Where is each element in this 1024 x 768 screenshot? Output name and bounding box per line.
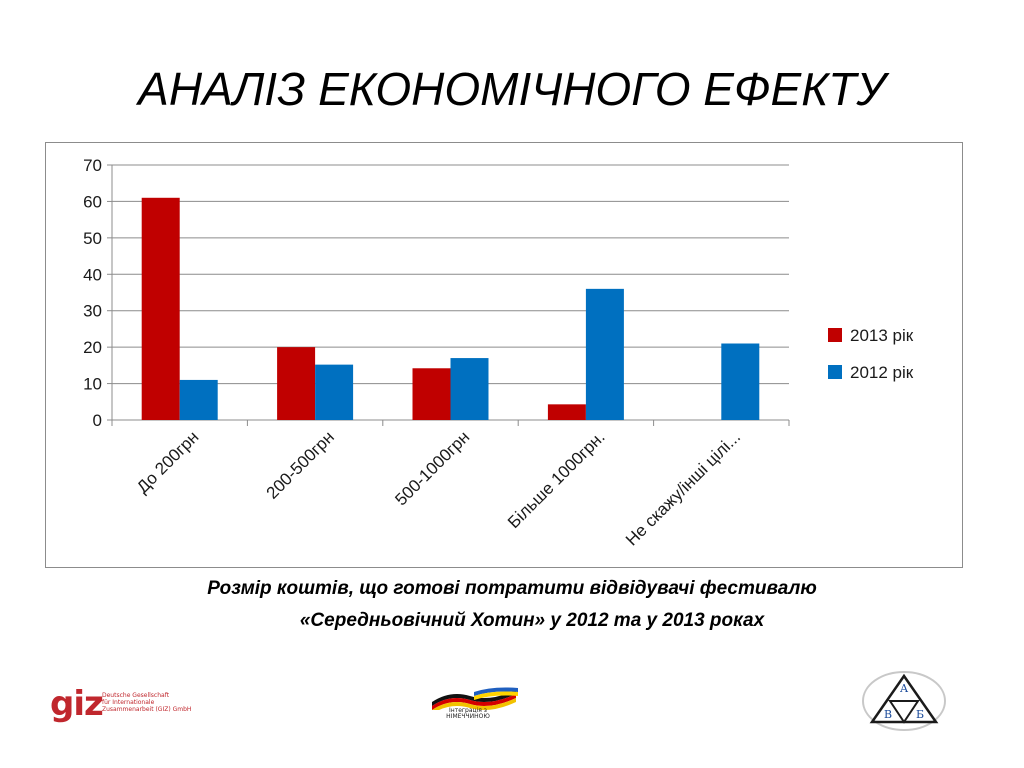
bar-chart: 0 10 20 30 40 50 60 70 До 200грн 200-500грн 500-10… — [83, 156, 914, 550]
giz-logo-line: Deutsche Gesellschaft — [102, 692, 170, 699]
bar-2013 — [277, 347, 316, 420]
bar-2013 — [141, 197, 180, 420]
integration-logo-line: Інтеграція з — [449, 707, 487, 714]
ab-logo-letter-a: А — [900, 682, 909, 695]
flag-wave-icon — [432, 687, 518, 714]
ab-logo-letter-b: Б — [916, 708, 924, 721]
y-tick-label: 50 — [83, 229, 102, 248]
x-category-label: Більше 1000грн. — [504, 427, 609, 532]
y-tick-label: 70 — [83, 156, 102, 175]
legend-swatch — [828, 365, 842, 379]
legend-label: 2012 рік — [850, 363, 914, 382]
x-category-label: 200-500грн — [263, 427, 338, 502]
integration-logo-text: Інтеграція з НІМЕЧЧИНОЮ — [432, 708, 504, 720]
ab-logo: А В Б — [862, 671, 946, 731]
integration-logo: Інтеграція з НІМЕЧЧИНОЮ — [430, 684, 522, 728]
chart-caption-line-2: «Середньовічний Хотин» у 2012 та у 2013 … — [299, 610, 765, 631]
bar-2013 — [412, 368, 451, 420]
integration-logo-line: НІМЕЧЧИНОЮ — [446, 713, 490, 720]
y-tick-label: 20 — [83, 338, 102, 357]
giz-logo-line: für Internationale — [102, 699, 155, 706]
ab-logo-letter-v: В — [884, 708, 892, 721]
chart-frame: 0 10 20 30 40 50 60 70 До 200грн 200-500грн 500-10… — [45, 142, 963, 568]
x-category-label: Не скажу/інші цілі... — [622, 427, 744, 549]
y-tick-label: 40 — [83, 265, 102, 284]
bar-2012 — [315, 364, 354, 420]
bar-2013 — [547, 404, 586, 420]
x-category-label: 500-1000грн — [391, 427, 473, 509]
giz-logo-mark: giz — [50, 684, 104, 724]
y-tick-label: 30 — [83, 302, 102, 321]
x-category-label: До 200грн — [133, 427, 203, 497]
bar-2012 — [179, 379, 218, 420]
giz-logo: giz Deutsche Gesellschaft für Internatio… — [50, 684, 210, 724]
y-tick-label: 60 — [83, 192, 102, 211]
bar-2012 — [450, 358, 489, 420]
legend-label: 2013 рік — [850, 326, 914, 345]
y-tick-label: 10 — [83, 375, 102, 394]
y-tick-label: 0 — [93, 411, 102, 430]
giz-logo-line: Zusammenarbeit (GIZ) GmbH — [102, 706, 192, 713]
chart-caption-line-1: Розмір коштів, що готові потратити відві… — [207, 578, 817, 599]
slide-title: АНАЛІЗ ЕКОНОМІЧНОГО ЕФЕКТУ — [138, 63, 886, 115]
bar-2012 — [721, 343, 760, 420]
giz-logo-text: Deutsche Gesellschaft für Internationale… — [102, 692, 212, 713]
legend-swatch — [828, 328, 842, 342]
bar-2012 — [585, 288, 624, 420]
